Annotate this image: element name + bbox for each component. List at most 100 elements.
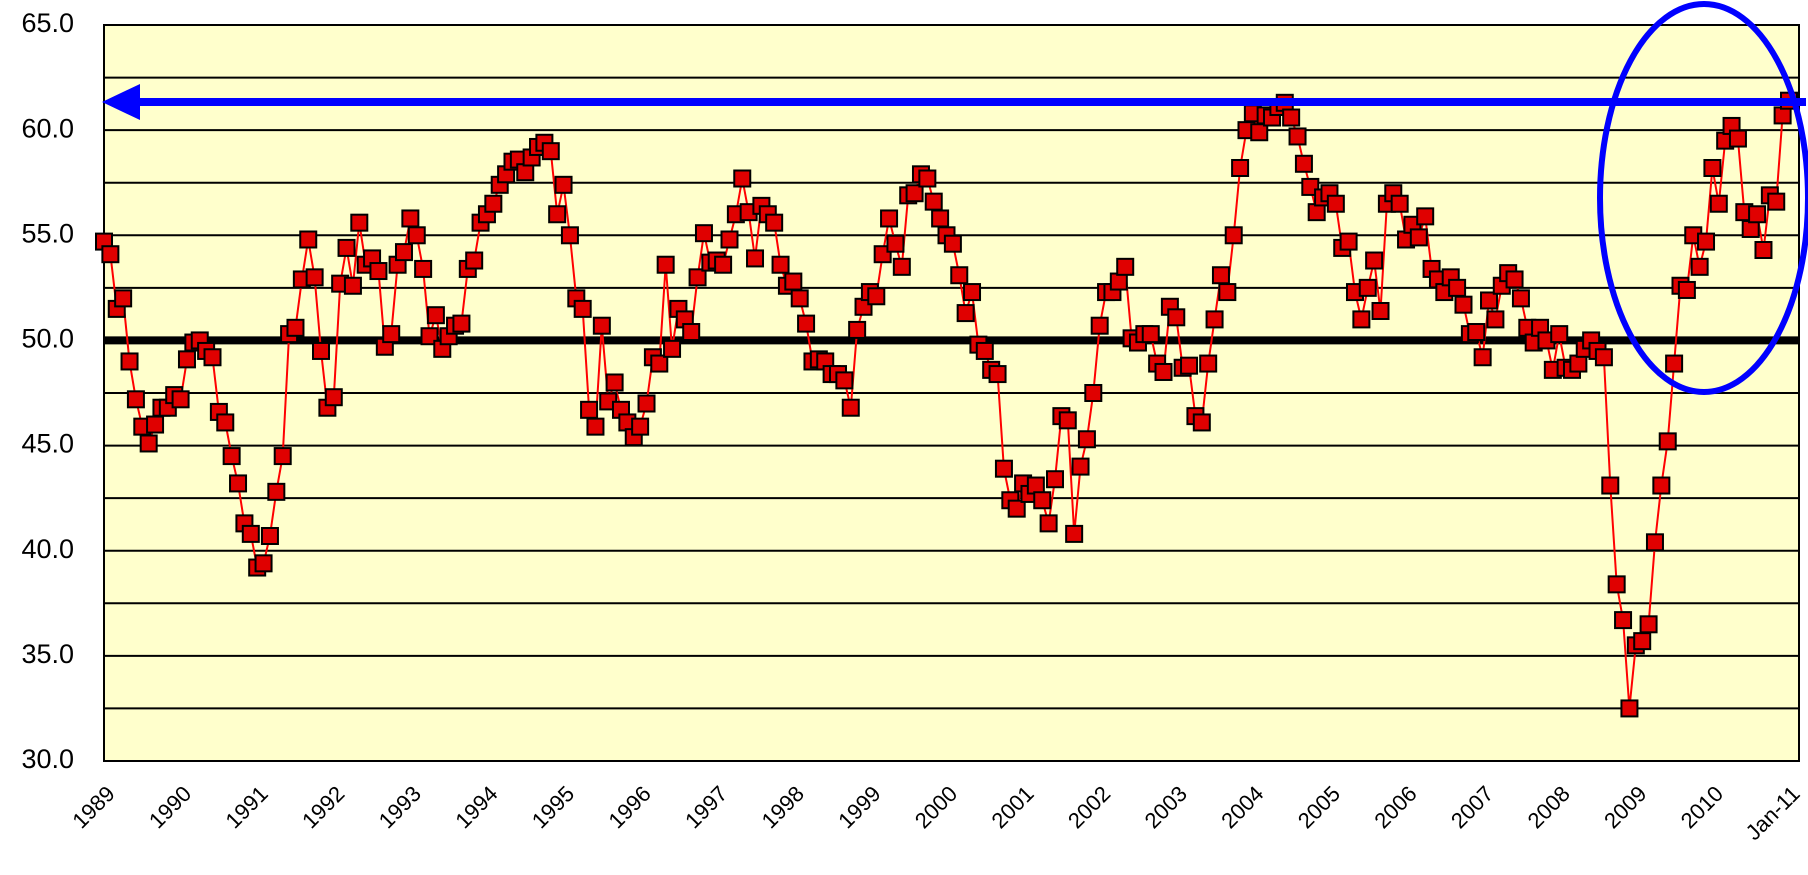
series bbox=[95, 91, 1798, 718]
x-tick-label: 2003 bbox=[1140, 781, 1192, 833]
x-tick-label: 2005 bbox=[1293, 781, 1345, 833]
marker bbox=[1690, 257, 1709, 276]
marker bbox=[1601, 476, 1620, 495]
marker bbox=[1116, 257, 1135, 276]
grid bbox=[104, 24, 1799, 762]
marker bbox=[1026, 476, 1045, 495]
marker bbox=[1065, 524, 1084, 543]
marker bbox=[1416, 207, 1435, 226]
marker bbox=[203, 348, 222, 367]
marker bbox=[950, 266, 969, 285]
marker bbox=[994, 459, 1013, 478]
marker bbox=[580, 400, 599, 419]
marker bbox=[1084, 384, 1103, 402]
marker bbox=[1205, 310, 1224, 329]
marker bbox=[1167, 308, 1186, 327]
marker bbox=[714, 255, 733, 274]
marker bbox=[650, 354, 669, 373]
marker bbox=[1652, 476, 1671, 495]
x-tick-label: 1996 bbox=[603, 781, 655, 833]
marker bbox=[892, 257, 911, 276]
marker bbox=[631, 417, 650, 436]
marker bbox=[286, 318, 305, 337]
highlight-ellipse bbox=[1597, 1, 1808, 395]
marker bbox=[1409, 228, 1428, 247]
x-tick-label: 1992 bbox=[297, 781, 349, 833]
marker bbox=[1754, 241, 1773, 260]
marker bbox=[426, 306, 445, 325]
y-tick-label: 65.0 bbox=[21, 8, 74, 38]
marker bbox=[1550, 325, 1569, 344]
marker bbox=[1180, 356, 1199, 375]
marker bbox=[343, 276, 362, 295]
marker bbox=[1090, 316, 1109, 335]
marker bbox=[1703, 158, 1722, 177]
marker bbox=[880, 209, 899, 228]
marker bbox=[1371, 301, 1390, 320]
marker bbox=[1767, 192, 1786, 211]
marker bbox=[1141, 325, 1160, 344]
y-tick-label: 40.0 bbox=[21, 534, 74, 564]
x-tick-label: 1993 bbox=[374, 781, 426, 833]
y-tick-label: 50.0 bbox=[21, 324, 74, 354]
marker bbox=[260, 526, 279, 545]
marker bbox=[394, 243, 413, 262]
marker bbox=[337, 238, 356, 257]
marker bbox=[790, 289, 809, 308]
marker bbox=[905, 184, 924, 203]
arrow-head bbox=[102, 84, 140, 120]
marker bbox=[867, 287, 886, 306]
marker bbox=[771, 255, 790, 274]
marker bbox=[1358, 278, 1377, 297]
x-tick-label: 1995 bbox=[527, 781, 579, 833]
marker bbox=[1154, 362, 1173, 381]
x-tick-label: 2006 bbox=[1369, 781, 1421, 833]
y-tick-label: 30.0 bbox=[21, 744, 74, 774]
marker bbox=[1199, 354, 1218, 373]
marker bbox=[407, 226, 426, 245]
x-tick-label: Jan-11 bbox=[1741, 781, 1805, 845]
marker bbox=[1697, 232, 1716, 251]
marker bbox=[241, 524, 260, 543]
x-tick-label: 2007 bbox=[1446, 781, 1498, 833]
marker bbox=[1046, 470, 1065, 489]
marker bbox=[1224, 226, 1243, 245]
marker bbox=[305, 268, 324, 287]
marker bbox=[1448, 278, 1467, 297]
marker bbox=[573, 299, 592, 318]
marker bbox=[1077, 430, 1096, 449]
x-tick-label: 1999 bbox=[833, 781, 885, 833]
x-tick-label: 2009 bbox=[1599, 781, 1651, 833]
marker bbox=[988, 365, 1007, 384]
marker bbox=[171, 390, 190, 409]
marker bbox=[382, 325, 401, 344]
marker bbox=[101, 245, 120, 264]
marker bbox=[688, 268, 707, 287]
marker bbox=[1454, 295, 1473, 314]
marker bbox=[1218, 283, 1237, 302]
marker bbox=[720, 230, 739, 249]
x-tick-label: 2000 bbox=[910, 781, 962, 833]
marker bbox=[369, 262, 388, 281]
marker bbox=[586, 417, 605, 436]
marker bbox=[841, 398, 860, 417]
marker bbox=[918, 169, 937, 188]
marker bbox=[1352, 310, 1371, 329]
marker bbox=[516, 163, 535, 182]
marker bbox=[1709, 194, 1728, 213]
marker bbox=[835, 371, 854, 390]
annotations bbox=[102, 1, 1808, 395]
marker bbox=[637, 394, 656, 413]
x-tick-label: 2010 bbox=[1676, 781, 1728, 833]
marker bbox=[324, 388, 343, 407]
marker bbox=[784, 272, 803, 291]
marker bbox=[541, 142, 560, 161]
marker bbox=[1294, 154, 1313, 173]
marker bbox=[465, 251, 484, 270]
marker bbox=[956, 304, 975, 323]
marker bbox=[1569, 354, 1588, 373]
marker bbox=[592, 316, 611, 335]
marker bbox=[1211, 266, 1230, 285]
marker bbox=[605, 373, 624, 392]
